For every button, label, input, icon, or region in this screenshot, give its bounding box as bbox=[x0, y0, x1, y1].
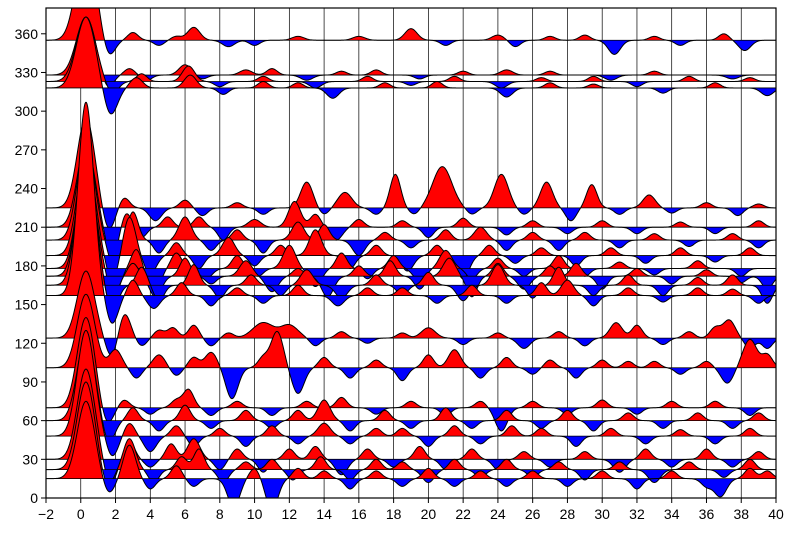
x-tick-label: 12 bbox=[282, 506, 298, 522]
trace bbox=[46, 270, 776, 356]
trace bbox=[46, 16, 776, 115]
trace-outline bbox=[46, 101, 776, 324]
x-tick-label: 10 bbox=[247, 506, 263, 522]
y-tick-label: 120 bbox=[15, 335, 39, 351]
trace-layer bbox=[46, 8, 776, 498]
x-tick-label: 2 bbox=[112, 506, 120, 522]
trace-outline bbox=[46, 16, 776, 115]
x-tick-label: 20 bbox=[421, 506, 437, 522]
x-tick-label: 40 bbox=[768, 506, 784, 522]
x-tick-label: 18 bbox=[386, 506, 402, 522]
x-tick-label: 16 bbox=[351, 506, 367, 522]
y-tick-label: 180 bbox=[15, 258, 39, 274]
y-tick-label: 270 bbox=[15, 142, 39, 158]
trace-outline bbox=[46, 317, 776, 432]
trace-negative-fill bbox=[46, 420, 776, 442]
trace-outline bbox=[46, 143, 776, 311]
x-tick-label: 22 bbox=[455, 506, 471, 522]
x-tick-label: 14 bbox=[316, 506, 332, 522]
trace-outline bbox=[46, 158, 776, 297]
trace-outline bbox=[46, 329, 776, 457]
x-tick-label: 34 bbox=[664, 506, 680, 522]
trace bbox=[46, 143, 776, 311]
y-tick-label: 60 bbox=[22, 413, 38, 429]
trace-outline bbox=[46, 270, 776, 356]
trace bbox=[46, 153, 776, 306]
y-tick-label: 30 bbox=[22, 451, 38, 467]
x-tick-label: 8 bbox=[216, 506, 224, 522]
trace-negative-fill bbox=[46, 240, 776, 266]
trace-negative-fill bbox=[46, 469, 776, 484]
trace-outline bbox=[46, 142, 776, 266]
x-tick-label: 4 bbox=[146, 506, 154, 522]
trace-outline bbox=[46, 293, 776, 400]
trace bbox=[46, 293, 776, 400]
trace-negative-fill bbox=[46, 436, 776, 456]
trace bbox=[46, 336, 776, 442]
trace-outline bbox=[46, 16, 776, 87]
x-tick-label: 6 bbox=[181, 506, 189, 522]
trace-outline bbox=[46, 16, 776, 94]
trace bbox=[46, 400, 776, 498]
plot-frame bbox=[45, 7, 777, 499]
trace bbox=[46, 101, 776, 324]
trace-negative-fill bbox=[46, 295, 776, 324]
trace bbox=[46, 142, 776, 266]
trace-outline bbox=[46, 381, 776, 485]
x-tick-label: 28 bbox=[560, 506, 576, 522]
trace-negative-fill bbox=[46, 459, 776, 484]
trace bbox=[46, 8, 776, 55]
y-axis-ticks: 0 30 60 90 120 150 180 210 240 270 300 330 360 bbox=[15, 26, 46, 506]
trace-outline bbox=[46, 117, 776, 229]
x-tick-label: 26 bbox=[525, 506, 541, 522]
trace-outline bbox=[46, 336, 776, 442]
y-tick-label: 90 bbox=[22, 374, 38, 390]
y-tick-label: 150 bbox=[15, 297, 39, 313]
trace bbox=[46, 381, 776, 485]
y-tick-label: 330 bbox=[15, 64, 39, 80]
trace-negative-fill bbox=[46, 87, 776, 114]
y-tick-label: 300 bbox=[15, 103, 39, 119]
trace-negative-fill bbox=[46, 478, 776, 498]
trace-negative-fill bbox=[46, 276, 776, 305]
x-tick-label: 24 bbox=[490, 506, 506, 522]
trace-outline bbox=[46, 153, 776, 306]
trace bbox=[46, 142, 776, 259]
x-tick-label: 36 bbox=[699, 506, 715, 522]
trace-negative-fill bbox=[46, 81, 776, 94]
trace bbox=[46, 117, 776, 229]
trace-outline bbox=[46, 142, 776, 259]
trace-negative-fill bbox=[46, 255, 776, 280]
trace-negative-fill bbox=[46, 367, 776, 399]
plot-border bbox=[45, 7, 777, 499]
trace-negative-fill bbox=[46, 268, 776, 297]
y-tick-label: 0 bbox=[30, 490, 38, 506]
trace bbox=[46, 329, 776, 457]
trace bbox=[46, 317, 776, 432]
trace-positive-fill bbox=[46, 8, 776, 41]
y-tick-label: 240 bbox=[15, 181, 39, 197]
trace-negative-fill bbox=[46, 40, 776, 55]
x-axis-ticks: −2 0 2 4 6 8 10 12 14 16 18 20 22 24 26 28 30 32 34 36 38 40 bbox=[38, 498, 784, 522]
x-tick-label: 38 bbox=[733, 506, 749, 522]
x-tick-label: −2 bbox=[38, 506, 54, 522]
y-tick-label: 210 bbox=[15, 219, 39, 235]
y-tick-label: 360 bbox=[15, 26, 39, 42]
trace bbox=[46, 16, 776, 94]
trace bbox=[46, 16, 776, 87]
x-tick-label: 32 bbox=[629, 506, 645, 522]
x-tick-label: 0 bbox=[77, 506, 85, 522]
trace-outline bbox=[46, 8, 776, 55]
trace-outline bbox=[46, 400, 776, 498]
trace-positive-fill bbox=[46, 294, 776, 368]
trace-outline bbox=[46, 368, 776, 484]
trace-negative-fill bbox=[46, 285, 776, 310]
trace bbox=[46, 368, 776, 484]
x-tick-label: 30 bbox=[594, 506, 610, 522]
